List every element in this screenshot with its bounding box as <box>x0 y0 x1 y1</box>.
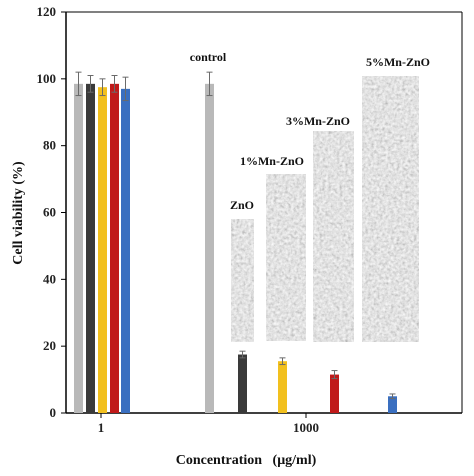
x-tick-label: 1000 <box>293 420 319 435</box>
x-axis-ticks: 1 1000 <box>98 413 319 435</box>
y-tick-label: 120 <box>37 4 57 19</box>
error-bar <box>331 370 338 380</box>
annotation-5-mn-zno: 5%Mn-ZnO <box>366 55 430 69</box>
error-bar <box>111 74 118 93</box>
error-bar <box>239 350 246 359</box>
error-bar <box>122 76 129 102</box>
error-bar <box>206 71 213 97</box>
y-axis-title: Cell viability (%) <box>11 161 26 265</box>
sem-micrograph-insets <box>231 76 419 342</box>
annotation-3-mn-zno: 3%Mn-ZnO <box>286 114 350 128</box>
bar <box>330 374 339 413</box>
y-tick-label: 60 <box>43 205 56 220</box>
bar <box>205 83 214 414</box>
sem-image-3-mn-zno <box>313 131 354 342</box>
bar <box>238 354 247 413</box>
error-bar <box>75 71 82 97</box>
x-tick-label: 1 <box>98 420 105 435</box>
error-bar <box>99 78 106 97</box>
y-tick-label: 40 <box>43 271 56 286</box>
bar <box>98 87 107 413</box>
error-bar <box>87 74 94 93</box>
bar <box>86 83 95 414</box>
annotations: control ZnO 1%Mn-ZnO 3%Mn-ZnO 5%Mn-ZnO <box>190 50 430 212</box>
x-axis-title: Concentration (μg/ml) <box>176 453 317 468</box>
annotation-control: control <box>190 50 227 64</box>
error-bar <box>279 357 286 366</box>
y-tick-label: 80 <box>43 138 56 153</box>
bar <box>121 88 130 413</box>
bar <box>388 396 397 413</box>
annotation-zno: ZnO <box>230 198 254 212</box>
sem-image-zno <box>231 219 254 342</box>
sem-image-1-mn-zno <box>266 174 306 341</box>
bars <box>74 71 397 414</box>
y-tick-label: 0 <box>50 405 57 420</box>
bar <box>74 83 83 414</box>
annotation-1-mn-zno: 1%Mn-ZnO <box>240 154 304 168</box>
y-tick-label: 100 <box>37 71 57 86</box>
bar <box>278 361 287 413</box>
bar <box>110 83 119 414</box>
y-axis-ticks: 0 20 40 60 80 100 120 <box>37 4 66 420</box>
sem-image-5-mn-zno <box>362 76 419 342</box>
error-bar <box>389 393 396 400</box>
y-tick-label: 20 <box>43 338 56 353</box>
